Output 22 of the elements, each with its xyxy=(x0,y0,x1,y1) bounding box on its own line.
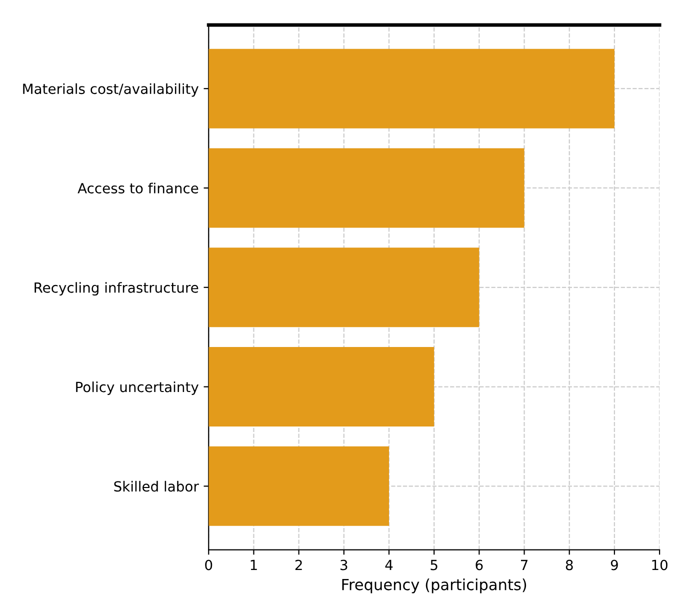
bar xyxy=(208,148,524,228)
y-tick-label: Skilled labor xyxy=(114,480,199,492)
bar xyxy=(208,347,434,427)
bar xyxy=(208,446,389,526)
y-tick-label: Access to finance xyxy=(78,182,198,194)
x-tick-label: 4 xyxy=(385,560,393,570)
y-tick-label: Recycling infrastructure xyxy=(34,282,198,296)
x-tick-label: 0 xyxy=(205,560,212,570)
x-tick-label: 8 xyxy=(566,560,573,570)
x-axis-title: Frequency (participants) xyxy=(342,578,526,594)
x-tick-label: 3 xyxy=(340,560,348,570)
y-tick-label: Policy uncertainty xyxy=(76,382,198,395)
y-tick-label: Materials cost/availability xyxy=(23,83,198,97)
x-tick-label: 9 xyxy=(610,560,618,570)
x-tick-label: 1 xyxy=(250,560,257,570)
x-tick-label: 5 xyxy=(430,560,438,570)
x-tick-label: 6 xyxy=(476,560,483,570)
x-tick-label: 7 xyxy=(520,560,528,570)
bar xyxy=(208,48,614,128)
x-tick-label: 10 xyxy=(652,560,668,570)
x-tick-label: 2 xyxy=(295,560,302,570)
bar xyxy=(208,248,480,328)
